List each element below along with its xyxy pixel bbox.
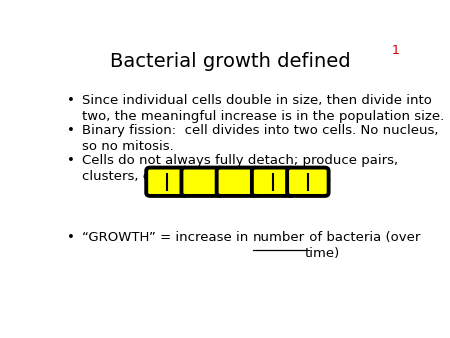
FancyBboxPatch shape <box>252 168 293 196</box>
Text: 1: 1 <box>392 45 400 57</box>
Text: •: • <box>67 124 75 137</box>
Text: •: • <box>67 94 75 107</box>
FancyBboxPatch shape <box>217 168 258 196</box>
Text: “GROWTH” = increase in: “GROWTH” = increase in <box>82 231 253 244</box>
Text: •: • <box>67 231 75 244</box>
FancyBboxPatch shape <box>287 168 328 196</box>
Text: Cells do not always fully detach; produce pairs,
clusters, chains, tetrads, sarc: Cells do not always fully detach; produc… <box>82 154 399 183</box>
FancyBboxPatch shape <box>181 168 223 196</box>
Text: Since individual cells double in size, then divide into
two, the meaningful incr: Since individual cells double in size, t… <box>82 94 445 123</box>
Text: Bacterial growth defined: Bacterial growth defined <box>110 52 351 71</box>
Text: number: number <box>253 231 305 244</box>
Text: •: • <box>67 154 75 167</box>
Text: Binary fission:  cell divides into two cells. No nucleus,
so no mitosis.: Binary fission: cell divides into two ce… <box>82 124 439 153</box>
FancyBboxPatch shape <box>146 168 188 196</box>
Text: of bacteria (over
time): of bacteria (over time) <box>305 231 420 260</box>
